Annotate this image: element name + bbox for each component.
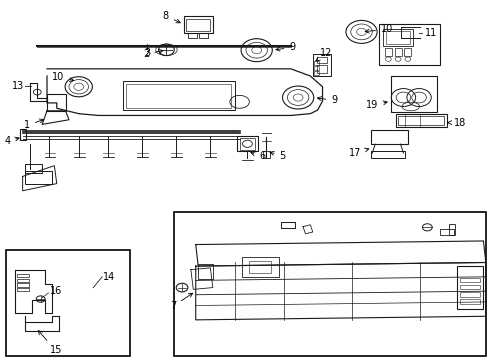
Text: 15: 15 [38,330,61,355]
Bar [459,292,479,297]
Bar [314,66,319,70]
Bar [383,30,412,45]
Bar [395,114,446,127]
Bar [5,250,130,356]
Bar [249,261,271,273]
Text: 11: 11 [424,28,436,37]
Bar [199,33,207,39]
Bar [263,150,269,158]
Bar [459,278,479,282]
Text: 12: 12 [315,48,332,61]
Bar [126,84,231,108]
Bar [385,31,409,44]
Text: 3: 3 [143,48,150,58]
Text: 9: 9 [317,95,337,105]
Text: 16: 16 [49,286,61,296]
Bar [198,264,212,279]
Bar [17,288,29,291]
Bar [17,279,29,282]
Text: 10: 10 [52,72,74,82]
Bar [185,19,210,31]
Text: 17: 17 [348,148,368,158]
Bar [316,57,327,63]
Bar [17,283,29,287]
Bar [312,54,330,76]
Text: 8: 8 [163,11,180,23]
Bar [183,16,212,33]
Bar [122,81,234,110]
Text: 6: 6 [250,151,264,161]
Bar [25,171,52,184]
Text: 14: 14 [103,272,115,282]
Text: 9: 9 [275,42,295,52]
Text: 13: 13 [12,81,24,91]
Bar [459,285,479,289]
Bar [439,229,453,234]
Text: 4: 4 [4,136,19,146]
Bar [237,136,257,151]
Bar [370,151,405,158]
Text: 7: 7 [170,293,192,311]
Bar [459,300,479,304]
Bar [316,65,327,73]
Text: 10: 10 [365,24,392,35]
Bar [390,76,436,112]
Bar [20,129,26,140]
Bar [384,48,391,55]
Text: 2: 2 [143,49,163,59]
Bar [47,94,65,111]
Bar [397,116,444,126]
Bar [404,48,410,55]
Text: 18: 18 [447,118,466,128]
Bar [378,24,439,65]
Bar [25,164,42,173]
Bar [239,138,255,149]
Text: 5: 5 [269,150,285,161]
Text: 19: 19 [366,100,386,111]
Bar [314,61,319,65]
Bar [188,33,197,39]
Bar [456,266,483,309]
Bar [242,257,278,277]
Bar [17,274,29,277]
Bar [281,222,294,228]
Text: 1: 1 [24,119,43,130]
Bar [370,130,407,144]
Bar [394,48,401,55]
Bar [314,71,319,75]
Bar [448,224,454,234]
Bar [173,212,485,356]
